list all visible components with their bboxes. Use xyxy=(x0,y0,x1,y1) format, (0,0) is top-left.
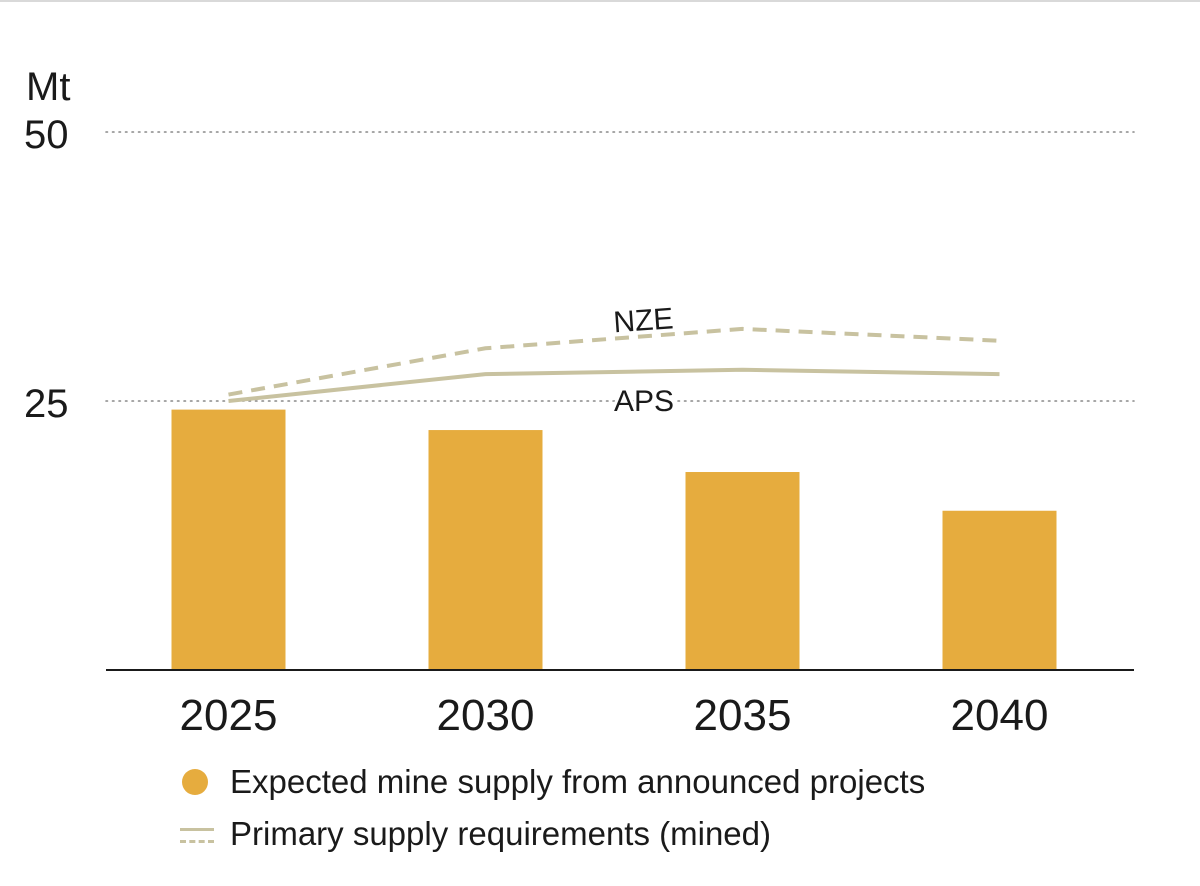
series-label-nze: NZE xyxy=(612,302,674,339)
x-tick-label: 2035 xyxy=(694,691,792,740)
series-label-aps: APS xyxy=(614,385,674,418)
legend-label: Primary supply requirements (mined) xyxy=(230,815,772,852)
legend-item-mine-supply: Expected mine supply from announced proj… xyxy=(180,756,925,808)
x-tick-label: 2030 xyxy=(437,691,535,740)
y-tick-label: 50 xyxy=(24,113,69,157)
bar-chart: Mt 25 50 APS NZE 2025 2030 2035 2040 xyxy=(24,65,1135,740)
legend-item-supply-requirements: Primary supply requirements (mined) xyxy=(180,808,925,860)
top-divider xyxy=(0,0,1200,2)
y-tick-label: 25 xyxy=(24,382,69,426)
legend-label: Expected mine supply from announced proj… xyxy=(230,763,926,800)
series-line-nze xyxy=(228,326,1000,397)
bar-2035 xyxy=(685,472,800,670)
x-tick-label: 2040 xyxy=(951,691,1049,740)
bar-2040 xyxy=(942,510,1057,670)
series-line-aps xyxy=(228,367,1000,403)
legend-dot-swatch xyxy=(180,762,224,802)
legend-line-swatch xyxy=(180,814,224,854)
x-tick-label: 2025 xyxy=(180,691,278,740)
y-axis-unit-label: Mt xyxy=(26,65,70,109)
bar-2030 xyxy=(428,430,543,670)
legend: Expected mine supply from announced proj… xyxy=(180,756,925,860)
bar-2025 xyxy=(171,409,286,670)
